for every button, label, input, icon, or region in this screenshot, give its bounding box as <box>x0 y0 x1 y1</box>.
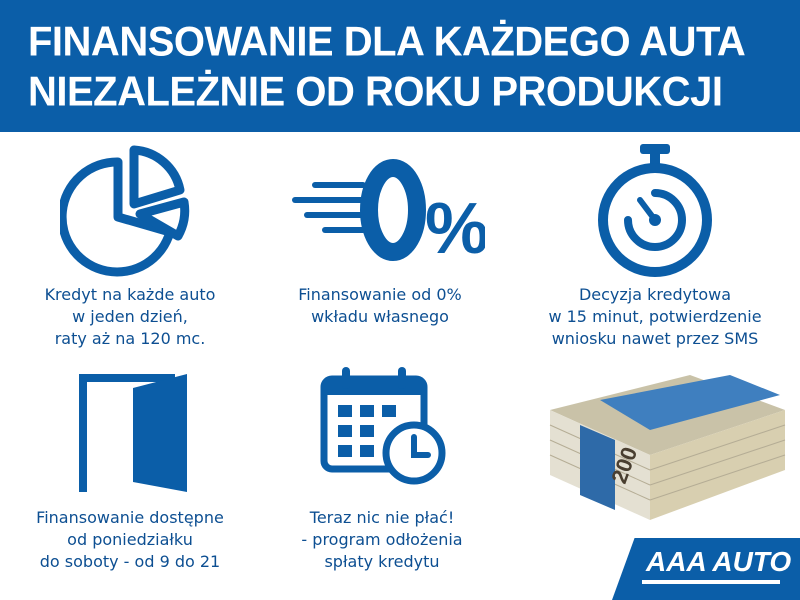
headline-line-1: FINANSOWANIE DLA KAŻDEGO AUTA <box>28 18 746 66</box>
calendar-clock-icon <box>320 367 446 485</box>
feature-hours-caption: Finansowanie dostępne od poniedziałku do… <box>0 507 260 573</box>
logo-underline <box>642 580 780 584</box>
stopwatch-icon <box>598 144 712 277</box>
caption-line: wkładu własnego <box>311 307 449 326</box>
caption-line: w 15 minut, potwierdzenie <box>548 307 762 326</box>
caption-line: - program odłożenia <box>301 530 463 549</box>
caption-line: Finansowanie dostępne <box>36 508 224 527</box>
aaa-auto-logo: AAA AUTO <box>612 538 800 600</box>
pie-chart-icon <box>60 145 190 277</box>
caption-line: Decyzja kredytowa <box>578 285 732 304</box>
caption-line: spłaty kredytu <box>324 552 440 571</box>
headline-line-2: NIEZALEŻNIE OD ROKU PRODUKCJI <box>28 68 723 116</box>
feature-decision-caption: Decyzja kredytowa w 15 minut, potwierdze… <box>525 284 785 350</box>
caption-line: wniosku nawet przez SMS <box>551 329 759 348</box>
caption-line: w jeden dzień, <box>72 307 188 326</box>
feature-deferral-caption: Teraz nic nie płać! - program odłożenia … <box>252 507 512 573</box>
caption-line: Teraz nic nie płać! <box>309 508 455 527</box>
banknote-stack-image: 200 <box>549 375 786 520</box>
feature-zero-caption: Finansowanie od 0% wkładu własnego <box>250 284 510 328</box>
logo-text: AAA AUTO <box>646 546 792 577</box>
door-icon <box>79 374 187 492</box>
percent-sign: % <box>425 189 485 265</box>
caption-line: Finansowanie od 0% <box>298 285 462 304</box>
caption-line: od poniedziałku <box>67 530 193 549</box>
caption-line: raty aż na 120 mc. <box>54 329 206 348</box>
feature-credit-caption: Kredyt na każde auto w jeden dzień, raty… <box>0 284 260 350</box>
header-banner: FINANSOWANIE DLA KAŻDEGO AUTA NIEZALEŻNI… <box>0 0 800 132</box>
zero-percent-icon: % <box>292 159 485 265</box>
caption-line: do soboty - od 9 do 21 <box>39 552 221 571</box>
caption-line: Kredyt na każde auto <box>44 285 216 304</box>
